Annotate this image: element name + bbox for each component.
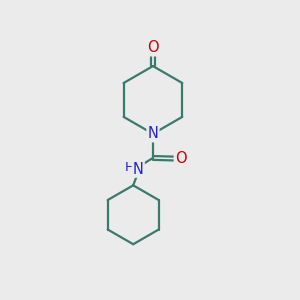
Text: O: O	[147, 40, 159, 55]
Text: H: H	[124, 161, 134, 175]
Text: O: O	[175, 151, 186, 166]
Text: N: N	[148, 126, 158, 141]
Text: N: N	[133, 162, 144, 177]
